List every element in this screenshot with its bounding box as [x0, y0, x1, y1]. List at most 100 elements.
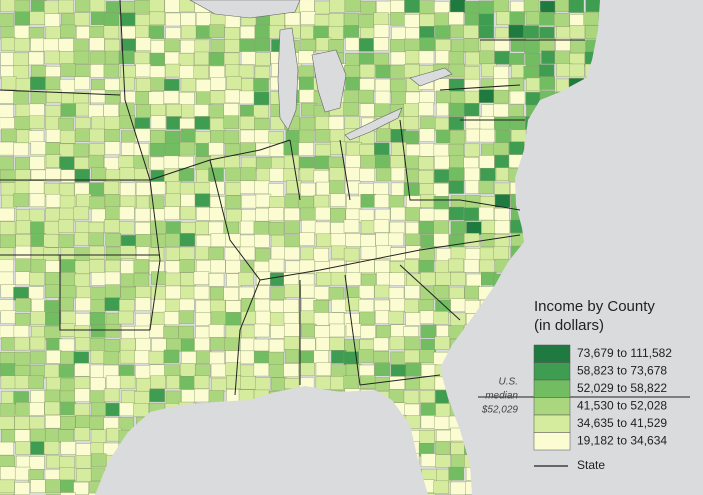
county — [15, 298, 31, 312]
county — [464, 78, 480, 93]
county — [59, 51, 75, 65]
county — [508, 24, 524, 39]
county — [45, 414, 61, 429]
county — [104, 141, 121, 155]
county — [329, 129, 346, 143]
county — [120, 12, 136, 27]
county — [150, 156, 166, 171]
county — [316, 272, 332, 286]
county — [163, 155, 180, 170]
county — [195, 131, 211, 145]
county — [59, 143, 75, 158]
county — [390, 351, 406, 366]
county — [268, 258, 285, 273]
county — [28, 51, 45, 66]
county — [44, 50, 60, 65]
county — [0, 0, 16, 13]
county — [119, 167, 136, 181]
county — [449, 155, 465, 169]
county — [193, 375, 210, 389]
county — [60, 285, 76, 299]
county — [60, 401, 76, 416]
county — [390, 129, 406, 143]
county — [119, 299, 135, 313]
county — [104, 271, 121, 286]
legend-title: Income by County — [534, 298, 655, 315]
county — [493, 89, 510, 104]
county — [463, 207, 480, 221]
county — [165, 221, 182, 235]
county — [89, 25, 105, 40]
county — [121, 130, 137, 144]
county — [315, 181, 332, 196]
state-border — [299, 264, 461, 386]
county — [179, 0, 195, 13]
county — [166, 375, 182, 389]
county — [75, 64, 91, 78]
county — [0, 310, 16, 324]
county — [374, 142, 390, 157]
county — [435, 454, 451, 468]
county — [43, 220, 60, 235]
county — [133, 155, 149, 169]
county — [0, 13, 14, 27]
county — [240, 51, 257, 65]
county — [450, 272, 466, 286]
county — [45, 105, 62, 119]
county — [15, 220, 32, 234]
county — [119, 182, 136, 197]
county — [389, 272, 405, 286]
county — [464, 285, 480, 300]
county — [464, 180, 481, 194]
county — [60, 479, 76, 494]
legend: Income by County (in dollars) U.S. media… — [478, 298, 690, 472]
county — [301, 219, 317, 234]
county — [104, 297, 120, 311]
county — [463, 233, 480, 247]
county — [164, 130, 181, 145]
county — [299, 117, 316, 131]
county — [118, 50, 135, 64]
county — [255, 142, 272, 157]
county — [254, 180, 270, 195]
county — [375, 232, 391, 247]
county — [29, 193, 46, 208]
county — [30, 91, 47, 106]
county — [165, 247, 182, 261]
county — [313, 299, 329, 314]
county — [330, 208, 346, 222]
county — [119, 1, 136, 15]
county — [466, 273, 482, 288]
county — [194, 39, 210, 54]
county — [286, 180, 302, 194]
county — [495, 130, 511, 144]
county — [135, 337, 151, 352]
county — [268, 207, 284, 221]
median-note: median — [485, 391, 518, 402]
county — [253, 323, 270, 338]
county — [90, 364, 106, 379]
county — [76, 286, 92, 300]
county — [254, 24, 271, 39]
county — [330, 271, 347, 286]
county — [14, 429, 31, 443]
county — [300, 246, 316, 261]
county — [44, 389, 61, 404]
county — [330, 193, 346, 207]
county — [343, 219, 360, 233]
county — [45, 479, 61, 493]
county — [373, 337, 389, 352]
county — [151, 286, 167, 300]
county — [225, 312, 241, 326]
county — [269, 13, 285, 27]
county — [104, 38, 121, 53]
county — [463, 259, 480, 273]
county — [165, 193, 181, 208]
county — [104, 90, 121, 104]
county — [223, 130, 240, 144]
county — [406, 195, 422, 209]
county — [90, 299, 106, 313]
county — [465, 128, 482, 143]
county — [14, 116, 30, 130]
county — [449, 286, 465, 301]
